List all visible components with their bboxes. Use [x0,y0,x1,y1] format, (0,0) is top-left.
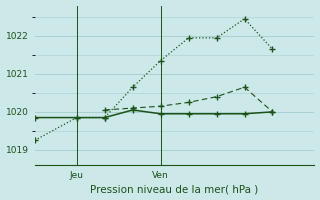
X-axis label: Pression niveau de la mer( hPa ): Pression niveau de la mer( hPa ) [91,184,259,194]
